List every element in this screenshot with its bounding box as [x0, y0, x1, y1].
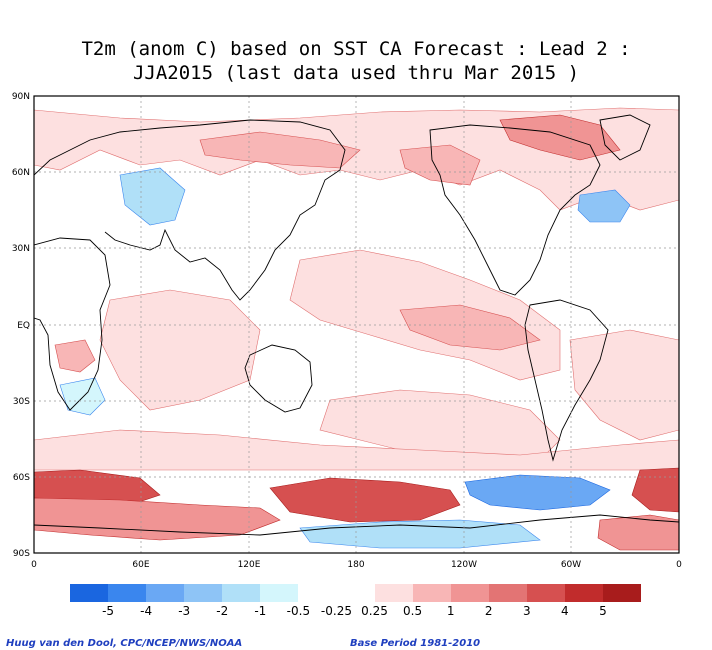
- warm-anomaly-eurasia: [199, 131, 361, 169]
- warm-anomaly-north-america: [499, 114, 621, 161]
- longitude-axis: 0 60E 120E 180 120W 60W 0: [31, 560, 682, 570]
- legend-label: -5: [102, 604, 115, 618]
- warm-anomaly-southern-ocean-east: [631, 467, 679, 513]
- legend-swatch: [146, 584, 185, 602]
- lon-label: 120E: [238, 560, 261, 570]
- warm-anomaly-indian-ocean: [99, 289, 261, 411]
- lat-label: 90N: [12, 92, 30, 102]
- legend-label: 1: [446, 604, 455, 618]
- warm-anomaly-southern-belt: [34, 429, 679, 471]
- legend-label: 3: [522, 604, 531, 618]
- lon-label: 180: [347, 560, 364, 570]
- cool-anomaly-ross-sea: [464, 474, 611, 511]
- author-credit: Huug van den Dool, CPC/NCEP/NWS/NOAA: [6, 638, 243, 649]
- lat-label: 60N: [12, 168, 30, 178]
- lat-label: 60S: [13, 473, 30, 483]
- cool-anomaly-southern-africa: [59, 377, 106, 416]
- lon-label: 0: [676, 560, 682, 570]
- lat-label: 30N: [12, 244, 30, 254]
- legend-label: -2: [216, 604, 229, 618]
- cool-anomaly-central-asia: [119, 167, 186, 226]
- map-frame: [33, 95, 680, 554]
- anomaly-fields: [34, 107, 679, 551]
- legend-label: -1: [254, 604, 267, 618]
- warm-anomaly-southern-ocean-central: [269, 477, 461, 523]
- chart-title-line-2: JJA2015 (last data used thru Mar 2015 ): [132, 62, 580, 84]
- legend-label: 4: [561, 604, 569, 618]
- warm-anomaly-southern-band: [34, 497, 281, 541]
- lon-label: 120W: [451, 560, 477, 570]
- legend-swatch: [222, 584, 261, 602]
- legend-label: -3: [178, 604, 191, 618]
- legend-label: 0.25: [361, 604, 388, 618]
- legend-label: -0.25: [320, 604, 352, 618]
- legend-label: -4: [140, 604, 153, 618]
- coast-south-america: [524, 299, 609, 462]
- legend-swatch: [602, 584, 641, 602]
- coastlines: [34, 114, 679, 536]
- base-period-note: Base Period 1981-2010: [350, 638, 481, 649]
- coast-antarctica: [34, 514, 679, 536]
- legend-swatch: [412, 584, 451, 602]
- legend-label: 2: [484, 604, 493, 618]
- coast-north-america: [429, 124, 601, 296]
- legend-swatch: [298, 584, 337, 602]
- latitude-axis: 90N 60N 30N EQ 30S 60S 90S: [12, 92, 30, 559]
- coast-australia: [244, 344, 313, 413]
- coast-greenland: [599, 114, 651, 161]
- lon-label: 60E: [132, 560, 149, 570]
- legend-swatch: [336, 584, 375, 602]
- lat-label: 90S: [13, 549, 30, 559]
- warm-anomaly-north-pacific: [399, 144, 481, 186]
- lat-label: EQ: [17, 321, 30, 331]
- coast-africa: [34, 237, 111, 411]
- legend-swatch: [526, 584, 565, 602]
- lon-label: 0: [31, 560, 37, 570]
- warm-anomaly-tropical-pacific: [399, 304, 541, 351]
- legend-label: 5: [599, 604, 607, 618]
- legend-swatch: [70, 584, 109, 602]
- lon-label: 60W: [561, 560, 581, 570]
- graticule: [34, 96, 679, 553]
- cool-anomaly-north-atlantic: [577, 189, 631, 223]
- legend-label: 0.5: [403, 604, 423, 618]
- legend-swatch: [108, 584, 147, 602]
- legend-swatch: [564, 584, 603, 602]
- warm-anomaly-antarctica-east: [597, 514, 679, 551]
- legend-swatch: [488, 584, 527, 602]
- legend-swatch: [450, 584, 489, 602]
- warm-anomaly-south-atlantic: [569, 329, 679, 441]
- chart-title-line-1: T2m (anom C) based on SST CA Forecast : …: [81, 38, 631, 60]
- warm-anomaly-africa: [54, 339, 96, 373]
- legend-swatch: [374, 584, 413, 602]
- lat-label: 30S: [13, 397, 30, 407]
- legend-swatch: [260, 584, 299, 602]
- coast-eurasia: [34, 119, 346, 301]
- legend-swatch: [184, 584, 223, 602]
- legend-label: -0.5: [286, 604, 311, 618]
- color-legend: [70, 584, 641, 602]
